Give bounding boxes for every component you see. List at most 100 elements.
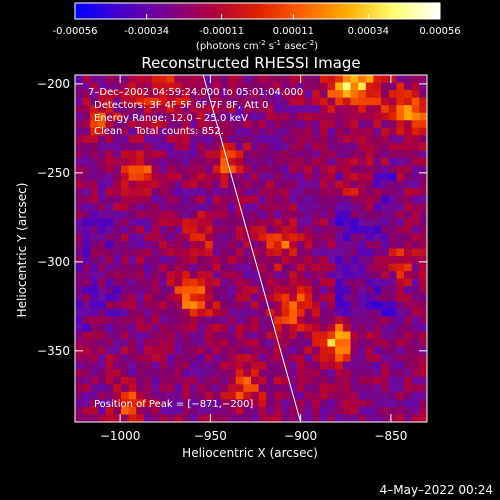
heatmap-cell xyxy=(266,210,275,219)
heatmap-cell xyxy=(235,203,244,212)
heatmap-cell xyxy=(128,188,137,197)
heatmap-cell xyxy=(358,399,367,408)
heatmap-cell xyxy=(296,256,305,264)
heatmap-cell xyxy=(174,316,183,325)
heatmap-cell xyxy=(75,256,84,264)
heatmap-cell xyxy=(159,263,168,272)
heatmap-cell xyxy=(113,248,122,257)
heatmap-cell xyxy=(166,399,175,408)
heatmap-cell xyxy=(212,308,221,317)
heatmap-cell xyxy=(120,105,129,114)
heatmap-cell xyxy=(373,97,382,106)
heatmap-cell xyxy=(182,75,191,83)
heatmap-cell xyxy=(365,90,374,99)
heatmap-cell xyxy=(174,112,183,121)
heatmap-cell xyxy=(128,406,137,415)
heatmap-cell xyxy=(220,391,229,400)
heatmap-cell xyxy=(335,406,344,415)
heatmap-cell xyxy=(228,399,237,408)
heatmap-cell xyxy=(166,75,175,83)
heatmap-cell xyxy=(281,384,290,393)
heatmap-cell xyxy=(319,278,328,287)
heatmap-cell xyxy=(396,301,405,310)
heatmap-cell xyxy=(273,218,283,227)
heatmap-cell xyxy=(358,210,367,219)
heatmap-cell xyxy=(381,271,390,280)
heatmap-cell xyxy=(350,391,359,400)
heatmap-cell xyxy=(319,331,328,340)
heatmap-cell xyxy=(396,112,405,121)
heatmap-cell xyxy=(411,248,420,257)
heatmap-cell xyxy=(90,127,99,136)
heatmap-cell xyxy=(396,90,405,99)
heatmap-cell xyxy=(327,293,336,302)
heatmap-cell xyxy=(243,195,252,204)
heatmap-cell xyxy=(151,165,160,174)
heatmap-cell xyxy=(75,271,84,280)
heatmap-cell xyxy=(220,157,229,166)
heatmap-cell xyxy=(373,263,382,272)
peak-position-label: Position of Peak = [−871,−200] xyxy=(94,399,253,410)
heatmap-cell xyxy=(381,369,390,378)
heatmap-cell xyxy=(319,127,328,136)
heatmap-cell xyxy=(228,142,237,151)
heatmap-cell xyxy=(113,188,122,197)
heatmap-cell xyxy=(281,180,290,189)
heatmap-cell xyxy=(75,75,84,83)
heatmap-cell xyxy=(113,240,122,249)
heatmap-cell xyxy=(358,346,367,355)
heatmap-cell xyxy=(205,120,214,129)
heatmap-cell xyxy=(228,112,237,121)
heatmap-cell xyxy=(411,75,420,83)
heatmap-cell xyxy=(327,142,336,151)
heatmap-cell xyxy=(258,376,267,385)
heatmap-cell xyxy=(281,323,290,332)
heatmap-cell xyxy=(97,127,107,136)
heatmap-cell xyxy=(205,406,214,415)
heatmap-cell xyxy=(358,150,367,159)
heatmap-cell xyxy=(365,271,374,280)
heatmap-cell xyxy=(90,323,99,332)
heatmap-cell xyxy=(220,135,229,144)
heatmap-cell xyxy=(151,225,160,234)
heatmap-cell xyxy=(143,127,152,136)
heatmap-cell xyxy=(128,105,137,114)
solar-limb-line xyxy=(202,75,302,422)
heatmap-cell xyxy=(266,195,275,204)
heatmap-cell xyxy=(90,233,99,242)
colorbar-unit-label: (photons cm-2 s-1 asec-2) xyxy=(196,39,318,52)
heatmap-cell xyxy=(205,361,214,370)
heatmap-cell xyxy=(151,135,160,144)
colorbar-ticks: -0.00056 -0.00034 -0.00011 0.00011 0.00034 0.… xyxy=(53,14,461,37)
heatmap-cell xyxy=(182,256,191,264)
heatmap-cell xyxy=(220,240,229,249)
heatmap-cell xyxy=(243,188,252,197)
heatmap-cell xyxy=(411,225,420,234)
heatmap-cell xyxy=(235,157,244,166)
heatmap-cell xyxy=(159,301,168,310)
heatmap-cell xyxy=(266,218,275,227)
heatmap-cell xyxy=(350,301,359,310)
heatmap-cell xyxy=(365,150,374,159)
heatmap-cell xyxy=(365,240,374,249)
heatmap-cell xyxy=(212,248,221,257)
heatmap-cell xyxy=(342,414,351,422)
heatmap-cell xyxy=(312,173,321,182)
heatmap-cell xyxy=(296,150,305,159)
heatmap-cell xyxy=(205,339,214,347)
heatmap-cell xyxy=(251,271,260,280)
heatmap-cell xyxy=(151,293,160,302)
heatmap-cell xyxy=(258,346,267,355)
heatmap-cell xyxy=(419,278,427,287)
heatmap-cell xyxy=(419,308,427,317)
heatmap-cell xyxy=(220,112,229,121)
heatmap-cell xyxy=(404,399,413,408)
heatmap-cell xyxy=(105,286,114,295)
heatmap-cell xyxy=(235,218,244,227)
heatmap-cell xyxy=(220,127,229,136)
heatmap-cell xyxy=(143,323,152,332)
heatmap-cell xyxy=(396,346,405,355)
heatmap-cell xyxy=(312,240,321,249)
heatmap-cell xyxy=(105,399,114,408)
heatmap-cell xyxy=(243,376,252,385)
